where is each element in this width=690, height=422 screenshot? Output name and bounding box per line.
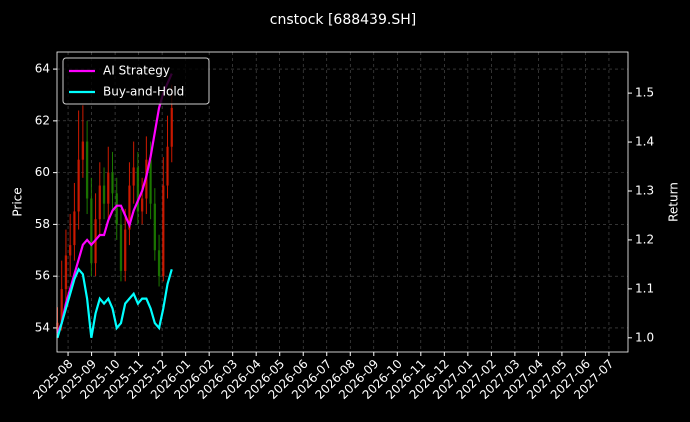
candle-body xyxy=(128,185,131,230)
candle-body xyxy=(98,185,101,220)
y-axis-label: Price xyxy=(11,187,25,216)
legend-box xyxy=(62,57,210,105)
candle-body xyxy=(111,172,114,194)
chart-title: cnstock [688439.SH] xyxy=(270,12,416,28)
legend-label: Buy-and-Hold xyxy=(103,85,184,99)
candle-body xyxy=(157,250,161,277)
series-line xyxy=(56,73,173,334)
y-tick-label: 58 xyxy=(35,217,50,231)
candle-body xyxy=(64,255,68,290)
legend-label: AI Strategy xyxy=(103,64,170,78)
candle-body xyxy=(107,172,110,204)
plot-frame xyxy=(56,51,629,353)
candle-body xyxy=(140,198,144,212)
candle-body xyxy=(56,322,59,331)
y2-tick-label: 1.0 xyxy=(635,330,654,344)
candle-body xyxy=(132,167,135,186)
y-tick-label: 64 xyxy=(35,62,50,76)
y-tick-label: 56 xyxy=(35,269,50,283)
candle-body xyxy=(166,146,169,186)
candle-body xyxy=(85,141,89,199)
candle-body xyxy=(73,211,76,246)
candle-body xyxy=(60,289,63,323)
candle-body xyxy=(170,107,173,147)
candle-body xyxy=(81,141,85,160)
candle-body xyxy=(69,245,72,256)
y2-tick-label: 1.1 xyxy=(635,281,654,295)
candle-body xyxy=(77,159,80,212)
candle-body xyxy=(124,229,127,271)
y2-tick-label: 1.3 xyxy=(635,183,654,197)
y-tick-label: 62 xyxy=(35,113,50,127)
y2-axis-label: Return xyxy=(667,182,681,222)
y-tick-label: 54 xyxy=(35,320,50,334)
candle-body xyxy=(153,203,156,251)
y-tick-label: 60 xyxy=(35,165,50,179)
y2-tick-label: 1.2 xyxy=(635,232,654,246)
series-line xyxy=(56,267,173,339)
candle-body xyxy=(102,185,106,204)
y2-tick-label: 1.4 xyxy=(635,135,654,149)
candle-body xyxy=(90,198,93,264)
candle-body xyxy=(136,167,140,212)
candle-body xyxy=(119,224,123,271)
candle-body xyxy=(115,193,118,225)
candle-body xyxy=(162,185,165,277)
candle-body xyxy=(149,159,152,204)
y2-tick-label: 1.5 xyxy=(635,86,654,100)
